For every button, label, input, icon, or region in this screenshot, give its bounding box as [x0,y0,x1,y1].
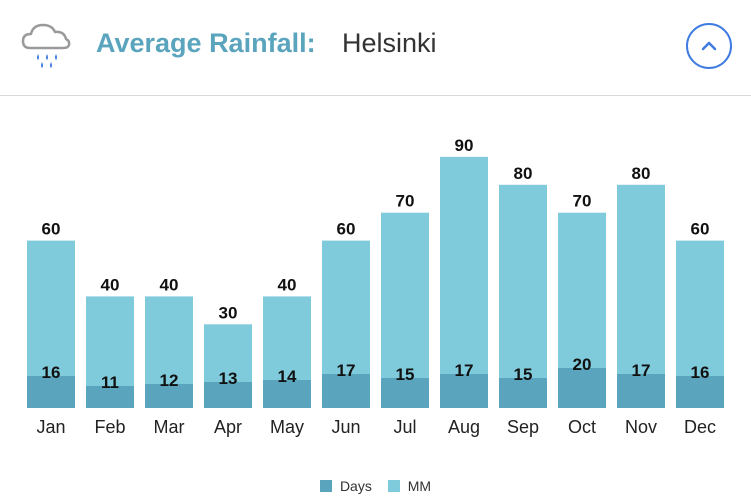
data-label-mm-sep: 80 [514,164,533,183]
bar-days-dec [676,376,724,408]
collapse-button[interactable] [686,23,732,69]
data-label-days-oct: 20 [573,355,592,374]
data-label-days-aug: 17 [455,361,474,380]
bar-mm-nov [617,184,665,408]
legend-swatch-days [319,480,332,492]
rain-cloud-icon [21,23,71,68]
legend-item-mm[interactable]: MM [387,478,432,494]
chevron-up-icon [701,41,717,51]
data-label-days-nov: 17 [632,361,651,380]
bar-mm-aug [440,156,488,408]
bar-mm-jul [381,212,429,408]
data-label-days-jun: 17 [337,361,356,380]
legend-swatch-mm [387,480,400,492]
bar-days-jul [381,378,429,408]
bar-mm-sep [499,184,547,408]
bar-days-sep [499,378,547,408]
x-tick-label-mar: Mar [154,417,185,437]
data-label-days-apr: 13 [219,369,238,388]
x-tick-label-apr: Apr [214,417,242,437]
data-label-mm-mar: 40 [160,275,179,294]
data-label-mm-dec: 60 [691,220,710,239]
bar-days-jan [27,376,75,408]
x-tick-label-nov: Nov [625,417,657,437]
x-tick-label-feb: Feb [94,417,125,437]
x-tick-label-dec: Dec [684,417,716,437]
bar-days-jun [322,374,370,408]
x-tick-label-sep: Sep [507,417,539,437]
legend-label-days: Days [339,478,372,494]
chart-title-label: Average Rainfall: [96,28,316,58]
x-tick-label-jun: Jun [331,417,360,437]
bar-days-nov [617,374,665,408]
x-tick-label-jul: Jul [393,417,416,437]
x-tick-label-oct: Oct [568,417,596,437]
data-label-days-sep: 15 [514,365,533,384]
x-tick-label-aug: Aug [448,417,480,437]
data-label-mm-nov: 80 [632,164,651,183]
data-label-days-feb: 11 [101,373,119,392]
data-label-mm-jul: 70 [396,192,415,211]
bar-days-aug [440,374,488,408]
data-label-mm-aug: 90 [455,136,474,155]
data-label-mm-oct: 70 [573,192,592,211]
data-label-days-jul: 15 [396,365,415,384]
data-label-days-may: 14 [278,367,297,386]
bar-days-feb [86,386,134,408]
bar-days-mar [145,384,193,408]
chart-legend: Days MM [0,478,751,495]
data-label-mm-apr: 30 [219,303,238,322]
legend-label-mm: MM [407,478,432,494]
bar-days-may [263,380,311,408]
data-label-mm-jun: 60 [337,220,356,239]
rainfall-bar-chart: 60 16 Jan 40 11 Feb 40 12 Mar 30 13 Apr 40 14 May 60 17 J… [27,136,724,437]
data-label-days-dec: 16 [691,363,710,382]
bar-days-apr [204,382,252,408]
header: Average Rainfall: Helsinki [0,0,751,96]
x-tick-label-jan: Jan [36,417,65,437]
data-label-days-jan: 16 [42,363,61,382]
x-tick-label-may: May [270,417,304,437]
legend-item-days[interactable]: Days [319,478,372,494]
data-label-mm-may: 40 [278,275,297,294]
data-label-days-mar: 12 [160,371,179,390]
city-name: Helsinki [342,28,437,58]
bar-days-oct [558,368,606,408]
data-label-mm-feb: 40 [101,275,120,294]
data-label-mm-jan: 60 [42,220,61,239]
